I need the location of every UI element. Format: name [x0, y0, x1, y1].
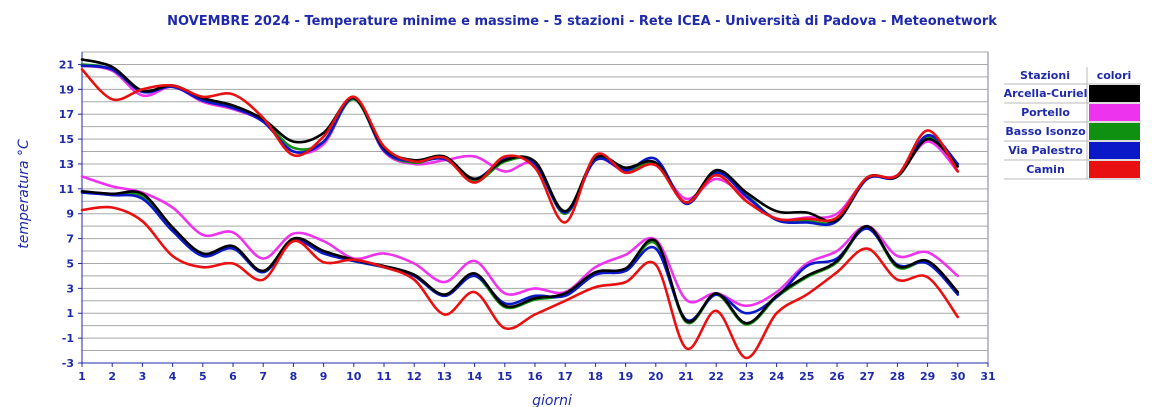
series-lines [80, 58, 960, 360]
series-line-camin-min [80, 205, 960, 360]
x-tick-label: 4 [169, 370, 177, 383]
y-tick-label: -3 [62, 357, 74, 370]
x-tick-label: 13 [437, 370, 452, 383]
legend: Stazioni colori Arcella-Curiel Portello Ba… [1004, 67, 1141, 180]
y-tick-label: 3 [66, 282, 74, 295]
x-tick-label: 1 [78, 370, 86, 383]
x-tick-label: 5 [199, 370, 207, 383]
x-tick-label: 19 [618, 370, 633, 383]
x-tick-label: 29 [920, 370, 935, 383]
x-tick-label: 17 [558, 370, 573, 383]
x-tick-label: 25 [799, 370, 814, 383]
legend-label: Arcella-Curiel [1004, 87, 1088, 100]
y-tick-label: 7 [66, 233, 74, 246]
legend-swatch [1089, 161, 1140, 178]
y-tick-label: 13 [59, 158, 74, 171]
legend-label: Basso Isonzo [1005, 125, 1086, 138]
x-tick-label: 26 [829, 370, 845, 383]
series-line-camin-max [80, 68, 960, 224]
series-line-arcella-curiel-min [80, 190, 960, 325]
y-tick-label: 11 [59, 183, 74, 196]
y-tick-label: 1 [66, 307, 74, 320]
x-tick-label: 21 [678, 370, 693, 383]
x-tick-label: 15 [497, 370, 512, 383]
legend-label: Camin [1026, 163, 1065, 176]
x-tick-label: 12 [407, 370, 422, 383]
y-tick-label: 19 [59, 83, 74, 96]
series-line-arcella-curiel-max [80, 58, 960, 223]
x-axis-label: giorni [532, 393, 572, 407]
legend-swatch [1089, 142, 1140, 159]
legend-swatch [1089, 104, 1140, 121]
x-tick-label: 23 [739, 370, 754, 383]
x-tick-label: 11 [376, 370, 391, 383]
series-line-portello-min [80, 175, 960, 308]
x-tick-label: 18 [588, 370, 603, 383]
x-tick-label: 3 [139, 370, 147, 383]
x-tick-label: 27 [860, 370, 875, 383]
y-tick-label: 5 [66, 257, 74, 270]
legend-header-colors: colori [1097, 69, 1132, 82]
x-tick-label: 28 [890, 370, 905, 383]
y-tick-label: 15 [59, 133, 74, 146]
x-tick-label: 7 [259, 370, 267, 383]
legend-header-stations: Stazioni [1020, 69, 1070, 82]
series-line-via-palestro-min [80, 191, 960, 322]
x-tick-label: 24 [769, 370, 785, 383]
plot-area [81, 51, 989, 364]
x-axis: 1 2 3 4 5 6 7 8 9 10 11 12 13 14 15 16 17 18 19 20 21 22 23 24 2… [78, 362, 996, 383]
x-tick-label: 9 [320, 370, 328, 383]
legend-label: Portello [1021, 106, 1070, 119]
x-tick-label: 6 [229, 370, 237, 383]
grid [82, 51, 988, 364]
legend-swatch [1089, 123, 1140, 140]
x-tick-label: 14 [467, 370, 483, 383]
y-tick-label: 17 [59, 108, 74, 121]
y-tick-label: -1 [62, 332, 74, 345]
x-tick-label: 20 [648, 370, 664, 383]
y-tick-label: 21 [59, 58, 74, 71]
x-tick-label: 16 [527, 370, 543, 383]
x-tick-label: 31 [980, 370, 995, 383]
legend-swatch [1089, 85, 1140, 102]
x-tick-label: 2 [108, 370, 116, 383]
x-tick-label: 8 [290, 370, 298, 383]
y-tick-label: 9 [66, 208, 74, 221]
x-tick-label: 10 [346, 370, 362, 383]
y-axis-label: temperatura °C [16, 139, 32, 249]
x-tick-label: 30 [950, 370, 966, 383]
legend-label: Via Palestro [1008, 144, 1083, 157]
x-tick-label: 22 [709, 370, 724, 383]
chart-title: NOVEMBRE 2024 - Temperature minime e mas… [167, 14, 997, 29]
